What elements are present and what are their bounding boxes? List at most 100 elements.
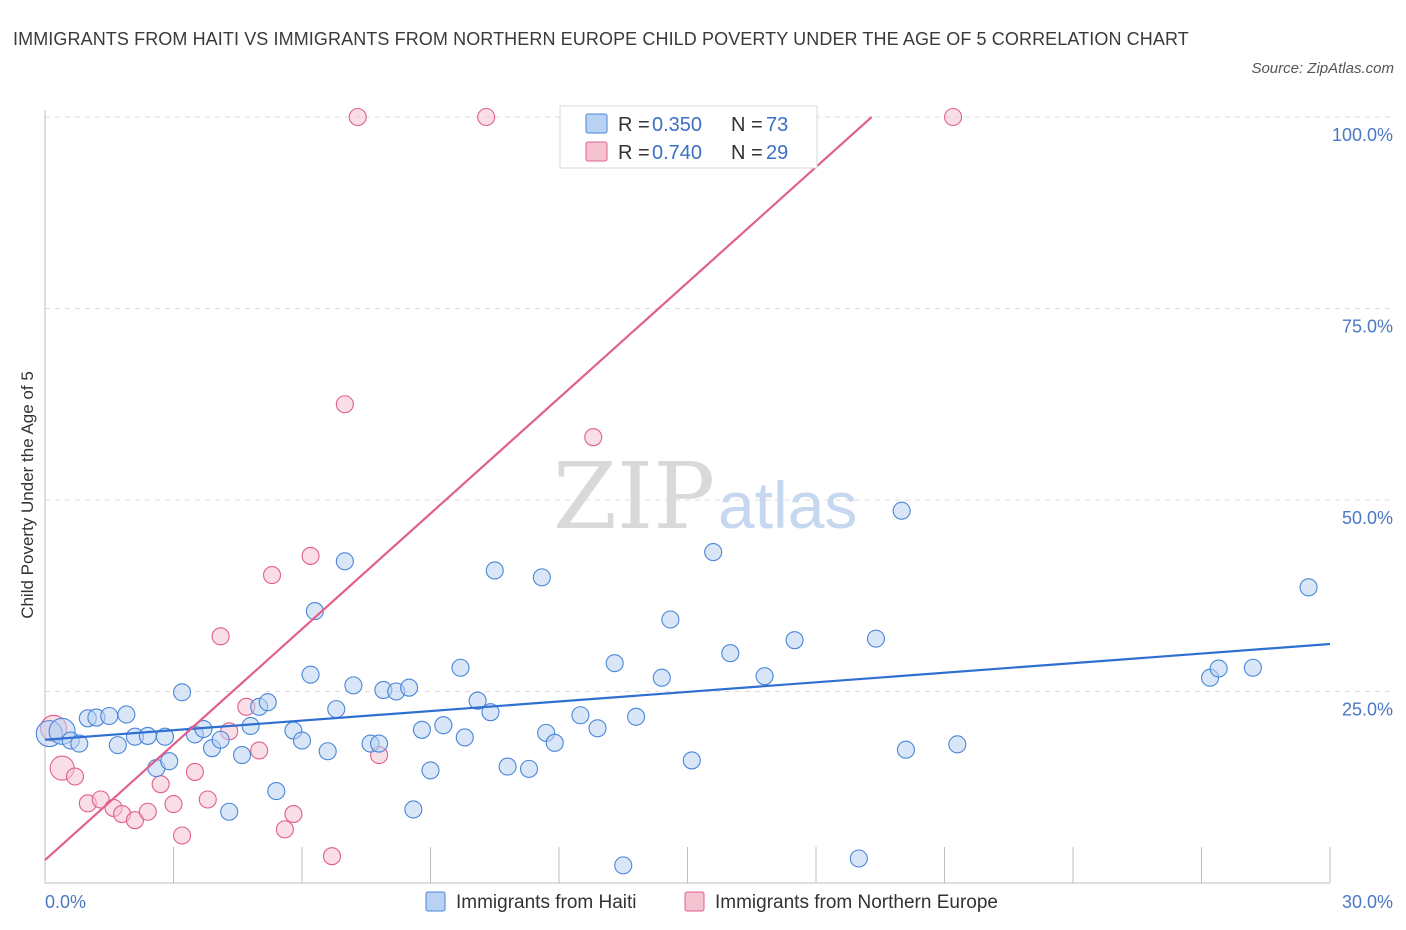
haiti-point: [70, 734, 89, 753]
y-tick-label: 50.0%: [1342, 508, 1393, 528]
europe-point: [275, 820, 294, 839]
x-tick-label: 0.0%: [45, 892, 86, 912]
haiti-point: [412, 720, 431, 739]
haiti-point: [1209, 659, 1228, 678]
haiti-point: [258, 693, 277, 712]
legend-r-label-haiti: R =: [618, 114, 650, 136]
europe-point: [151, 775, 170, 794]
europe-point: [211, 627, 230, 646]
watermark-atlas: atlas: [718, 468, 857, 542]
legend-r-value-haiti: 0.350: [652, 114, 702, 136]
haiti-point: [532, 568, 551, 587]
europe-point: [138, 802, 157, 821]
haiti-point: [211, 730, 230, 749]
haiti-point: [896, 740, 916, 759]
haiti-point: [421, 761, 440, 780]
haiti-point: [652, 668, 671, 687]
haiti-point: [545, 733, 564, 752]
legend: R = 0.350 N = 73 R = 0.740 N = 29: [559, 105, 818, 169]
series-legend-swatch-haiti: [425, 891, 446, 912]
haiti-point: [1299, 578, 1318, 597]
legend-n-value-haiti: 73: [766, 114, 788, 136]
haiti-point: [588, 719, 607, 738]
europe-point: [584, 428, 603, 447]
haiti-point: [785, 631, 804, 650]
haiti-point: [455, 728, 474, 747]
trend-line-europe: [44, 116, 873, 861]
europe-point: [65, 767, 85, 786]
y-tick-labels: 25.0% 50.0% 75.0% 100.0%: [1332, 125, 1393, 720]
haiti-point: [571, 706, 590, 725]
series-legend-swatch-europe: [684, 891, 705, 912]
x-tick-labels: 0.0% 30.0%: [45, 892, 1393, 912]
haiti-point: [344, 676, 363, 695]
haiti-point: [108, 736, 127, 755]
europe-point: [185, 762, 204, 781]
haiti-point: [519, 759, 539, 778]
haiti-point: [1243, 658, 1262, 677]
europe-point: [335, 395, 354, 414]
grid-lines: [45, 116, 1392, 692]
trend-line-haiti: [44, 642, 1331, 741]
series-legend-label-haiti: Immigrants from Haiti: [456, 892, 637, 913]
legend-n-label-haiti: N =: [731, 114, 763, 136]
haiti-point: [605, 654, 624, 673]
haiti-point: [721, 644, 740, 663]
haiti-point: [755, 667, 774, 686]
x-tick-label: 30.0%: [1342, 892, 1393, 912]
europe-point: [198, 790, 217, 809]
haiti-point: [117, 705, 136, 724]
europe-point: [322, 847, 342, 866]
haiti-point: [100, 706, 119, 726]
europe-point: [944, 107, 963, 127]
europe-point: [284, 805, 303, 824]
haiti-point: [232, 746, 252, 765]
haiti-point: [138, 726, 157, 745]
haiti-point: [948, 735, 967, 754]
haiti-point: [173, 683, 192, 702]
haiti-point: [682, 751, 701, 770]
haiti-point: [704, 543, 723, 562]
trend-lines: [44, 116, 1331, 861]
haiti-point: [849, 849, 868, 868]
europe-point: [301, 546, 320, 565]
haiti-point: [498, 757, 517, 776]
legend-r-label-europe: R =: [618, 142, 650, 164]
haiti-point: [468, 691, 487, 710]
europe-point: [477, 107, 496, 127]
haiti-point: [220, 802, 239, 821]
chart-title: IMMIGRANTS FROM HAITI VS IMMIGRANTS FROM…: [13, 29, 1189, 49]
axes: [44, 110, 1331, 884]
series-haiti: [35, 501, 1318, 875]
europe-point: [164, 795, 183, 814]
legend-n-label-europe: N =: [731, 142, 763, 164]
legend-n-value-europe: 29: [766, 142, 788, 164]
haiti-point: [318, 742, 337, 761]
y-tick-label: 100.0%: [1332, 125, 1393, 145]
europe-point: [125, 811, 144, 830]
europe-point: [250, 741, 269, 760]
legend-swatch-europe: [585, 141, 608, 162]
y-tick-label: 25.0%: [1342, 700, 1393, 720]
haiti-point: [434, 716, 453, 735]
haiti-point: [160, 752, 179, 771]
europe-point: [173, 826, 192, 845]
haiti-point: [301, 665, 320, 684]
europe-point: [348, 107, 367, 127]
haiti-point: [370, 734, 389, 753]
series-legend: Immigrants from Haiti Immigrants from No…: [425, 891, 998, 913]
haiti-point: [292, 731, 312, 750]
haiti-point: [267, 782, 286, 801]
haiti-point: [327, 700, 346, 719]
source-label: Source: ZipAtlas.com: [1251, 60, 1394, 77]
watermark: ZIP atlas: [553, 443, 857, 550]
haiti-point: [400, 678, 419, 697]
europe-point: [91, 790, 110, 809]
haiti-point: [627, 707, 646, 726]
haiti-point: [451, 658, 470, 677]
haiti-point: [614, 856, 633, 875]
europe-point: [262, 566, 282, 585]
haiti-point: [335, 552, 354, 571]
haiti-point: [404, 800, 423, 819]
